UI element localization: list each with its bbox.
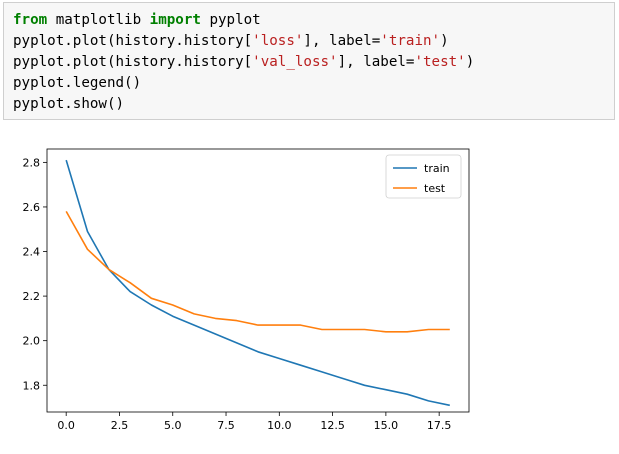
series-line-test (65, 211, 450, 333)
code-token: pyplot.show() (13, 96, 125, 112)
code-line: from matplotlib import pyplot (13, 10, 614, 31)
x-tick-label: 2.5 (111, 419, 129, 432)
code-cell[interactable]: from matplotlib import pyplot pyplot.plot… (3, 2, 615, 120)
y-tick-label: 2.4 (23, 246, 41, 259)
legend-label-train: train (424, 162, 450, 175)
code-line: pyplot.plot(history.history['loss'], lab… (13, 31, 614, 52)
code-keyword: from (13, 12, 48, 28)
code-keyword: import (149, 12, 201, 28)
code-token: pyplot.plot(history.history[ (13, 54, 253, 70)
x-tick-label: 7.5 (217, 419, 235, 432)
x-tick-label: 17.5 (427, 419, 452, 432)
code-line: pyplot.plot(history.history['val_loss'],… (13, 52, 614, 73)
x-tick-label: 5.0 (164, 419, 182, 432)
code-token: pyplot (200, 12, 261, 28)
code-token: matplotlib (47, 12, 150, 28)
code-string: 'loss' (252, 33, 304, 49)
y-tick-label: 2.2 (23, 290, 41, 303)
x-tick-label: 0.0 (57, 419, 75, 432)
y-tick-label: 2.8 (23, 156, 41, 169)
code-line: pyplot.show() (13, 94, 614, 115)
series-line-train (65, 159, 450, 407)
y-tick-label: 1.8 (23, 379, 41, 392)
axes-frame (46, 148, 470, 413)
x-tick-label: 15.0 (374, 419, 399, 432)
code-token: pyplot.legend() (13, 75, 142, 91)
y-tick-label: 2.6 (23, 201, 41, 214)
legend-label-test: test (424, 182, 446, 195)
plot-output: 1.8 2.0 2.2 2.4 2.6 2.8 0.0 2.5 5.0 7.5 10.0 12.5 15… (0, 140, 619, 450)
x-tick-label: 12.5 (320, 419, 345, 432)
code-line: pyplot.legend() (13, 73, 614, 94)
code-string: 'val_loss' (252, 54, 338, 70)
code-string: 'test' (414, 54, 466, 70)
x-tick-label: 10.0 (267, 419, 292, 432)
code-token: ], label= (303, 33, 381, 49)
code-token: ) (465, 54, 475, 70)
code-string: 'train' (380, 33, 441, 49)
code-token: ) (440, 33, 449, 49)
code-token: ], label= (337, 54, 415, 70)
code-token: pyplot.plot(history.history[ (13, 33, 253, 49)
y-tick-label: 2.0 (23, 335, 41, 348)
line-chart: 1.8 2.0 2.2 2.4 2.6 2.8 0.0 2.5 5.0 7.5 10.0 12.5 15… (23, 148, 470, 432)
